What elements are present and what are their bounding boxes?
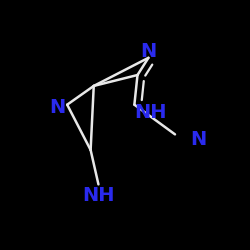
Text: NH: NH bbox=[82, 186, 115, 205]
Text: NH: NH bbox=[134, 103, 167, 122]
Text: N: N bbox=[140, 42, 156, 61]
Text: N: N bbox=[191, 130, 207, 148]
Text: N: N bbox=[50, 98, 66, 117]
